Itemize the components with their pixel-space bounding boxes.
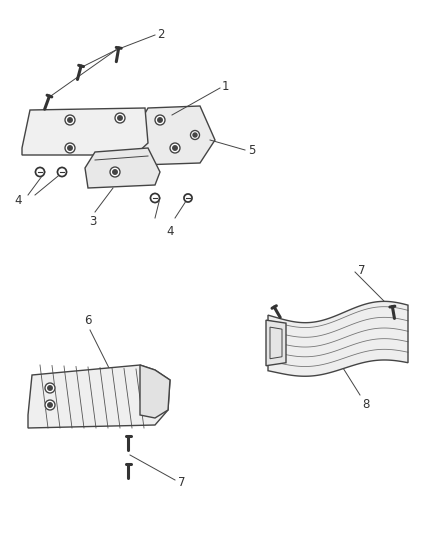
Circle shape [155,115,165,125]
Circle shape [191,131,199,140]
Circle shape [57,167,67,176]
Polygon shape [85,148,160,188]
Circle shape [48,386,52,390]
Circle shape [151,193,159,203]
Polygon shape [28,365,170,428]
Text: 7: 7 [178,475,186,489]
Circle shape [184,194,192,202]
Circle shape [113,169,117,174]
Circle shape [35,167,45,176]
Circle shape [65,115,75,125]
Circle shape [48,403,52,407]
Circle shape [193,133,197,137]
Circle shape [170,143,180,153]
Text: 6: 6 [84,314,92,327]
Circle shape [184,194,192,202]
Circle shape [173,146,177,150]
Polygon shape [130,106,215,165]
Polygon shape [22,108,148,155]
Circle shape [115,113,125,123]
Circle shape [65,143,75,153]
Text: 1: 1 [222,80,230,93]
Circle shape [151,193,159,203]
Circle shape [110,167,120,177]
Text: 5: 5 [248,143,255,157]
Circle shape [35,167,45,176]
Text: 3: 3 [89,215,97,228]
Text: 4: 4 [14,193,22,206]
Text: 2: 2 [157,28,165,41]
Polygon shape [140,365,170,418]
Circle shape [57,167,67,176]
Text: 4: 4 [166,225,174,238]
Circle shape [45,400,55,410]
Circle shape [68,146,72,150]
Circle shape [68,118,72,122]
Circle shape [118,116,122,120]
Polygon shape [266,320,286,366]
Polygon shape [268,301,408,376]
Circle shape [158,118,162,122]
Circle shape [45,383,55,393]
Text: 7: 7 [358,263,365,277]
Text: 8: 8 [362,398,369,411]
